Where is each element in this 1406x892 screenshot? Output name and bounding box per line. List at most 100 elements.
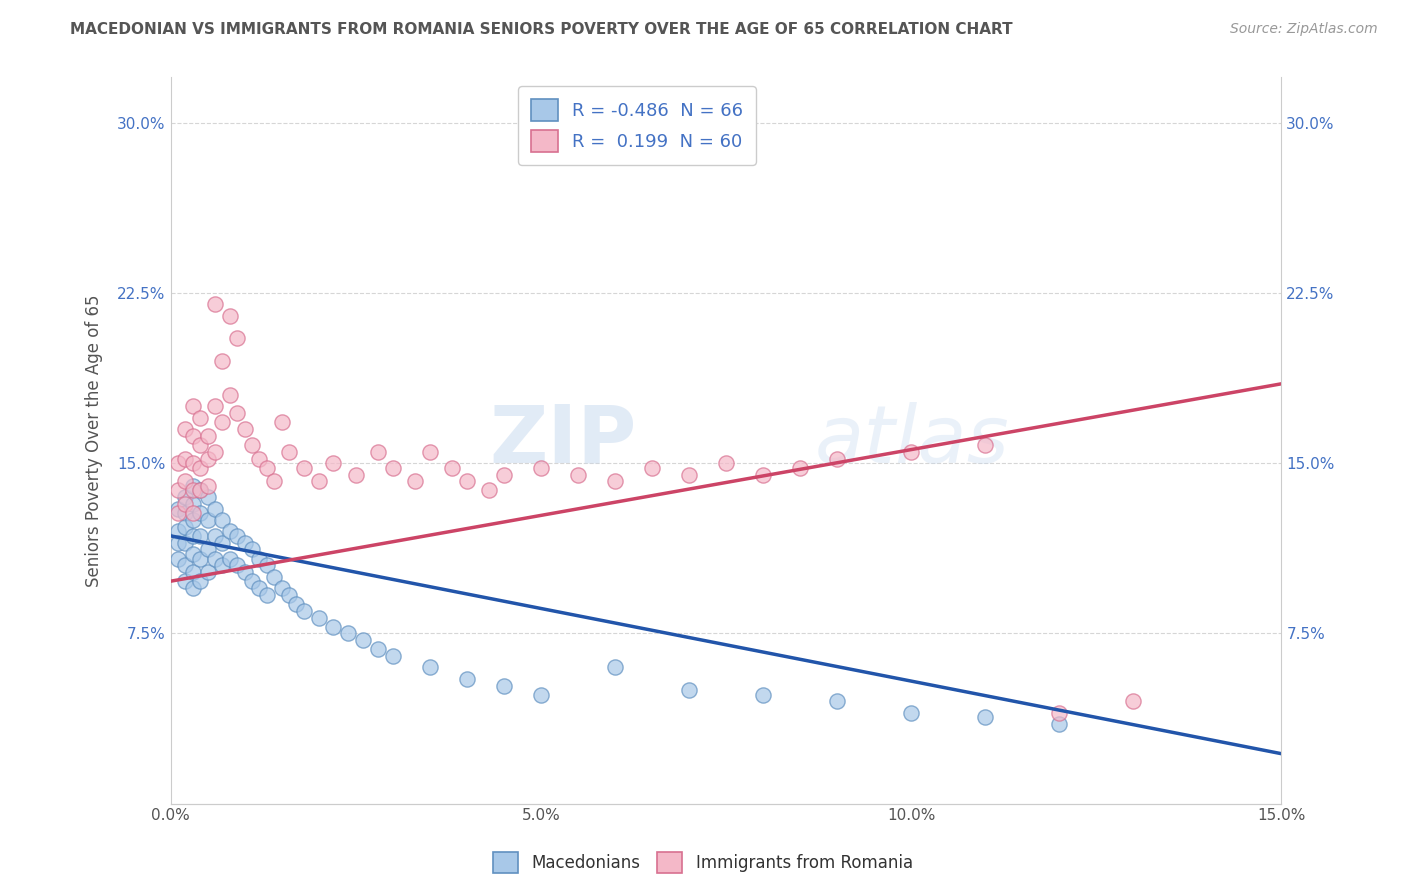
Point — [181, 565, 204, 579]
Point — [641, 460, 664, 475]
Point — [174, 574, 197, 589]
Point — [292, 460, 315, 475]
Point — [825, 694, 848, 708]
Point — [308, 610, 330, 624]
Point — [249, 451, 271, 466]
Point — [181, 456, 204, 470]
Point — [188, 410, 211, 425]
Point — [249, 581, 271, 595]
Point — [352, 633, 374, 648]
Point — [204, 529, 226, 543]
Point — [249, 551, 271, 566]
Point — [1047, 706, 1070, 720]
Legend: Macedonians, Immigrants from Romania: Macedonians, Immigrants from Romania — [486, 846, 920, 880]
Point — [603, 475, 626, 489]
Point — [188, 460, 211, 475]
Point — [197, 542, 219, 557]
Point — [174, 535, 197, 549]
Point — [197, 429, 219, 443]
Point — [204, 551, 226, 566]
Point — [344, 467, 367, 482]
Point — [174, 506, 197, 520]
Point — [211, 416, 233, 430]
Point — [419, 445, 441, 459]
Point — [263, 475, 285, 489]
Point — [233, 422, 256, 436]
Point — [226, 406, 249, 420]
Point — [440, 460, 463, 475]
Point — [167, 524, 190, 539]
Point — [270, 416, 292, 430]
Point — [167, 456, 190, 470]
Point — [567, 467, 589, 482]
Point — [278, 445, 301, 459]
Text: atlas: atlas — [815, 401, 1010, 480]
Point — [211, 354, 233, 368]
Point — [174, 497, 197, 511]
Point — [174, 451, 197, 466]
Point — [167, 535, 190, 549]
Point — [188, 529, 211, 543]
Point — [900, 706, 922, 720]
Point — [240, 542, 263, 557]
Point — [211, 513, 233, 527]
Point — [752, 688, 775, 702]
Point — [181, 483, 204, 498]
Point — [974, 710, 997, 724]
Point — [233, 565, 256, 579]
Point — [1122, 694, 1144, 708]
Point — [456, 672, 478, 686]
Point — [322, 619, 344, 633]
Point — [188, 483, 211, 498]
Point — [204, 297, 226, 311]
Point — [678, 683, 700, 698]
Point — [226, 529, 249, 543]
Point — [211, 535, 233, 549]
Point — [181, 529, 204, 543]
Point — [419, 660, 441, 674]
Point — [218, 388, 240, 402]
Point — [974, 438, 997, 452]
Point — [263, 570, 285, 584]
Point — [367, 642, 389, 657]
Point — [204, 400, 226, 414]
Point — [789, 460, 811, 475]
Point — [218, 551, 240, 566]
Point — [174, 558, 197, 573]
Point — [714, 456, 737, 470]
Point — [167, 551, 190, 566]
Point — [181, 581, 204, 595]
Point — [174, 520, 197, 534]
Legend: R = -0.486  N = 66, R =  0.199  N = 60: R = -0.486 N = 66, R = 0.199 N = 60 — [519, 87, 756, 165]
Point — [404, 475, 426, 489]
Point — [167, 506, 190, 520]
Text: MACEDONIAN VS IMMIGRANTS FROM ROMANIA SENIORS POVERTY OVER THE AGE OF 65 CORRELA: MACEDONIAN VS IMMIGRANTS FROM ROMANIA SE… — [70, 22, 1012, 37]
Point — [270, 581, 292, 595]
Point — [900, 445, 922, 459]
Point — [278, 588, 301, 602]
Point — [492, 679, 515, 693]
Point — [188, 483, 211, 498]
Point — [1047, 717, 1070, 731]
Point — [174, 475, 197, 489]
Point — [174, 422, 197, 436]
Text: ZIP: ZIP — [489, 401, 637, 480]
Point — [226, 558, 249, 573]
Point — [211, 558, 233, 573]
Text: Source: ZipAtlas.com: Source: ZipAtlas.com — [1230, 22, 1378, 37]
Point — [188, 574, 211, 589]
Point — [233, 535, 256, 549]
Point — [197, 479, 219, 493]
Point — [478, 483, 501, 498]
Point — [308, 475, 330, 489]
Point — [322, 456, 344, 470]
Point — [240, 574, 263, 589]
Point — [492, 467, 515, 482]
Point — [337, 626, 360, 640]
Point — [530, 460, 553, 475]
Point — [181, 506, 204, 520]
Y-axis label: Seniors Poverty Over the Age of 65: Seniors Poverty Over the Age of 65 — [86, 294, 103, 587]
Point — [240, 438, 263, 452]
Point — [603, 660, 626, 674]
Point — [285, 597, 308, 611]
